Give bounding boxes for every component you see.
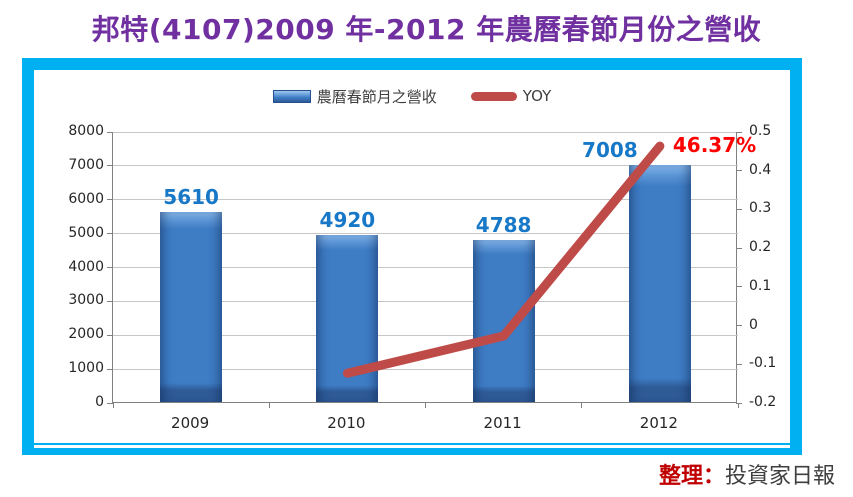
left-axis-tick — [107, 334, 113, 336]
x-axis-tick — [425, 403, 426, 408]
bar-value-label: 4788 — [475, 212, 532, 237]
source-note-text: 投資家日報 — [724, 464, 835, 489]
right-axis-tick — [736, 131, 742, 133]
legend-item-yoy: YOY — [470, 87, 552, 105]
legend-label-revenue: 農曆春節月之營收 — [316, 87, 437, 106]
x-axis-tick-label: 2009 — [171, 414, 210, 432]
bar-value-label: 4920 — [319, 208, 376, 233]
x-axis-tick — [581, 403, 583, 408]
right-axis-tick-label: 0.2 — [749, 239, 772, 256]
left-axis-tick-label: 1000 — [68, 360, 104, 377]
right-axis-tick-label: 0.5 — [749, 123, 772, 139]
right-axis-tick — [736, 247, 742, 249]
gridline — [113, 131, 738, 133]
right-axis-tick-label: -0.2 — [749, 394, 777, 410]
left-axis-tick — [107, 199, 113, 201]
bar-value-label: 5610 — [163, 184, 219, 209]
yoy-value-label: 46.37% — [672, 133, 757, 158]
source-note: 整理：投資家日報 — [659, 458, 835, 490]
left-axis-tick-label: 7000 — [68, 156, 104, 173]
left-axis-tick — [107, 233, 113, 235]
left-axis-tick-label: 8000 — [68, 123, 104, 139]
right-axis-tick-label: 0 — [749, 316, 758, 333]
left-axis-tick-label: 2000 — [68, 326, 104, 343]
left-axis-tick — [107, 368, 113, 370]
left-axis-tick-label: 0 — [95, 394, 104, 410]
x-axis-tick-label: 2011 — [483, 414, 522, 432]
right-axis-tick — [736, 363, 742, 365]
legend-item-revenue: 農曆春節月之營收 — [272, 86, 437, 107]
left-axis-tick-label: 5000 — [68, 224, 104, 241]
plot-area: 5610 4920 4788 7008 — [107, 131, 742, 408]
bar-2009 — [160, 211, 223, 402]
right-axis-tick-label: 0.3 — [749, 200, 772, 217]
chart-legend: 農曆春節月之營收 YOY — [34, 84, 790, 108]
bar-2010 — [316, 235, 379, 402]
bar-2012 — [628, 164, 691, 402]
right-axis-tick — [736, 170, 742, 172]
source-note-prefix: 整理： — [658, 464, 725, 489]
right-axis-tick — [736, 286, 742, 288]
chart-frame: 農曆春節月之營收 YOY 5610 4920 4788 7008 8000 7000 60… — [22, 58, 802, 455]
legend-label-yoy: YOY — [522, 87, 552, 105]
bar-value-label: 7008 — [582, 137, 638, 162]
x-axis-tick-label: 2010 — [327, 414, 366, 432]
left-axis-tick — [107, 267, 113, 268]
left-axis-tick — [107, 165, 113, 167]
right-axis-tick — [736, 402, 742, 404]
left-axis-tick-label: 4000 — [68, 258, 104, 275]
right-axis-tick-label: 0.1 — [749, 277, 772, 294]
page-title: 邦特(4107)2009 年-2012 年農曆春節月份之營收 — [91, 13, 762, 46]
line-swatch-icon — [470, 91, 517, 101]
x-axis-tick — [737, 403, 739, 408]
chart-area: 農曆春節月之營收 YOY 5610 4920 4788 7008 8000 7000 60… — [34, 70, 790, 448]
left-axis-tick — [107, 402, 113, 404]
left-axis-tick-label: 3000 — [68, 292, 104, 309]
bar-2011 — [472, 239, 535, 402]
x-axis-tick — [112, 403, 114, 408]
left-axis-tick-label: 6000 — [68, 190, 104, 207]
right-axis-tick — [736, 325, 742, 327]
x-axis-tick — [268, 403, 270, 408]
right-axis-tick — [736, 208, 742, 210]
left-axis-tick — [107, 300, 113, 302]
x-axis-tick-label: 2012 — [639, 414, 678, 432]
left-axis-tick — [107, 131, 113, 133]
right-axis-tick-label: 0.4 — [749, 161, 772, 178]
bar-swatch-icon — [272, 89, 311, 103]
right-axis-tick-label: -0.1 — [749, 355, 777, 372]
frame-inner-line — [34, 445, 790, 448]
